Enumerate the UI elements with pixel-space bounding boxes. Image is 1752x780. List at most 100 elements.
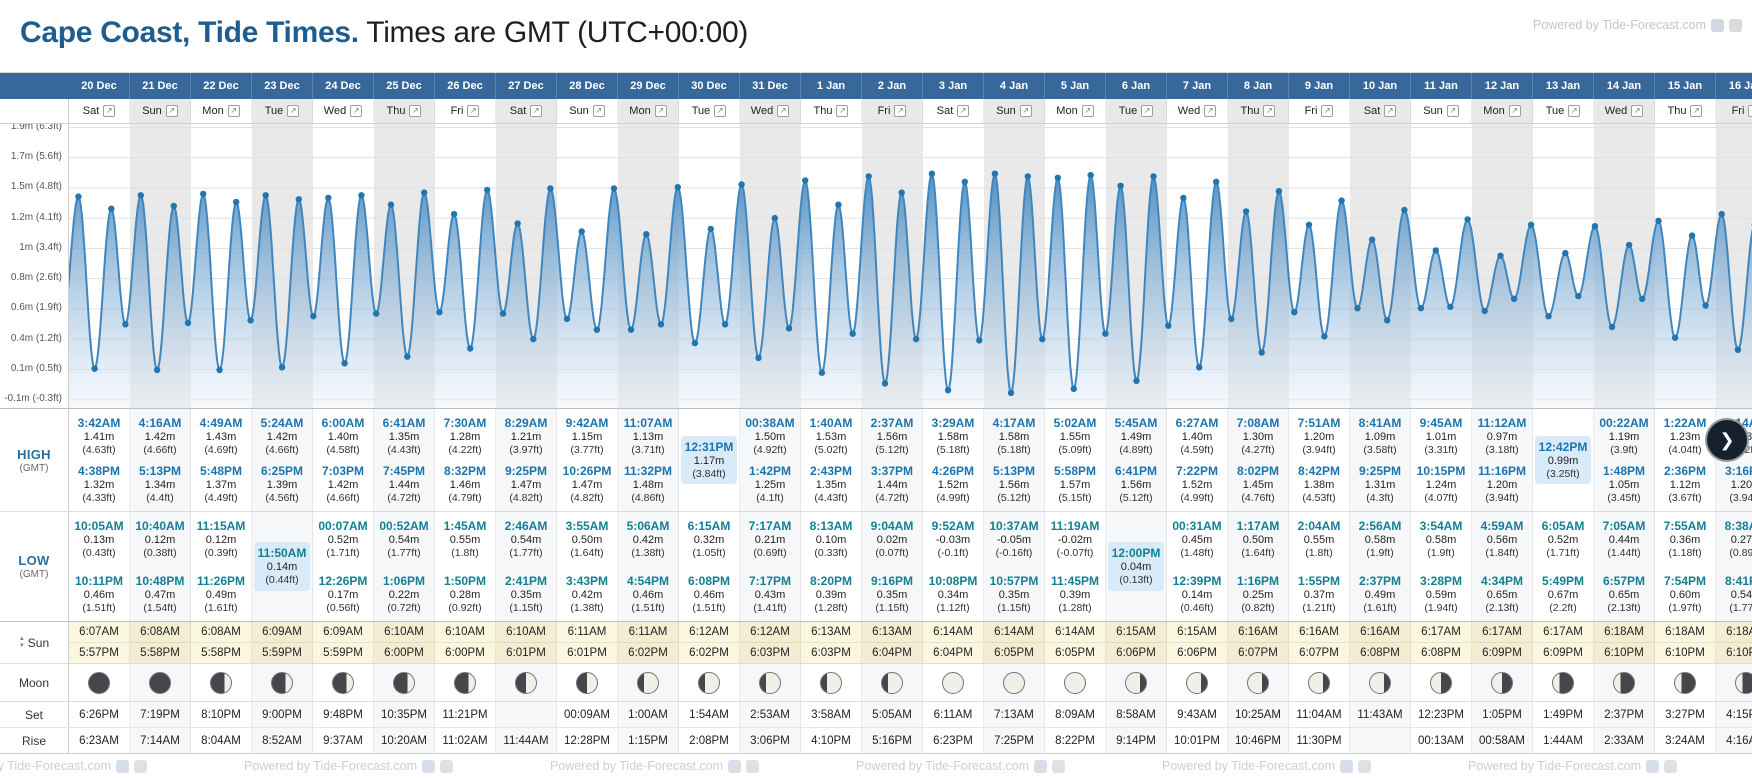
moonset-cell: 6:11AM xyxy=(923,702,984,727)
tide-height-ft: (0.39ft) xyxy=(204,547,238,560)
day-link[interactable]: Mon ↗ xyxy=(191,99,252,123)
high-tide-entry: 4:26PM 1.52m (4.99ft) xyxy=(932,464,974,505)
day-link[interactable]: Fri↗ xyxy=(1289,99,1350,123)
powered-by-footer: Powered by Tide-Forecast.com xyxy=(550,759,759,773)
powered-by-link[interactable]: Powered by Tide-Forecast.com xyxy=(1533,18,1742,32)
tide-height-m: 0.54m xyxy=(388,534,420,547)
moon-phase-icon xyxy=(149,671,171,694)
moon-phase-cell xyxy=(1594,664,1655,701)
day-link[interactable]: Tue ↗ xyxy=(1533,99,1594,123)
low-tide-entry: 5:49PM 0.67m (2.2ft) xyxy=(1542,574,1584,615)
sunset-time: 6:07PM xyxy=(1299,647,1339,659)
day-link[interactable]: Thu ↗ xyxy=(1228,99,1289,123)
chart-y-axis: 1.9m (6.3ft) 1.7m (5.6ft) 1.5m (4.8ft) 1.2m… xyxy=(0,124,69,408)
day-link[interactable]: Wed ↗ xyxy=(313,99,374,123)
sunset-time: 6:07PM xyxy=(1238,647,1278,659)
expand-day-icon: ↗ xyxy=(1748,105,1752,117)
sunrise-time: 6:18AM xyxy=(1655,622,1715,643)
tide-height-ft: (3.25ft) xyxy=(1546,467,1580,480)
day-link[interactable]: Sun ↗ xyxy=(557,99,618,123)
y-axis-label: 0.4m (1.2ft) xyxy=(10,332,62,344)
moonset-cell: 7:13AM xyxy=(984,702,1045,727)
low-tide-time: 2:46AM xyxy=(504,519,548,533)
day-link[interactable]: Thu ↗ xyxy=(801,99,862,123)
day-link[interactable]: Wed ↗ xyxy=(1167,99,1228,123)
day-link[interactable]: Thu ↗ xyxy=(1655,99,1716,123)
moonset-cell: 4:15PM xyxy=(1716,702,1752,727)
tide-height-m: 0.60m xyxy=(1669,588,1701,601)
day-link[interactable]: Tue ↗ xyxy=(679,99,740,123)
day-label: Fri xyxy=(1304,105,1318,117)
day-link[interactable]: Mon ↗ xyxy=(1472,99,1533,123)
tide-height-ft: (0.07ft) xyxy=(875,547,909,560)
sunrise-time: 6:09AM xyxy=(313,622,373,643)
moon-phase-icon xyxy=(515,671,537,694)
low-tide-cell: 2:46AM 0.54m (1.77ft) 2:41PM 0.35m (1.15ft) xyxy=(496,512,557,621)
day-link[interactable]: Fri↗ xyxy=(1716,99,1752,123)
high-tide-cell: 5:24AM 1.42m (4.66ft) 6:25PM 1.39m (4.56ft) xyxy=(252,409,313,511)
tide-height-m: 1.53m xyxy=(815,431,847,444)
high-tide-time: 7:30AM xyxy=(443,416,487,430)
date-header-cell: 26 Dec xyxy=(435,73,496,99)
tide-height-m: 1.01m xyxy=(1425,431,1457,444)
social-icon-blue xyxy=(422,759,435,773)
moonrise-cell: 10:46PM xyxy=(1228,728,1289,753)
sunset-time: 6:03PM xyxy=(811,647,851,659)
high-tide-cell: 12:42PM 0.99m (3.25ft) xyxy=(1533,409,1594,511)
day-link[interactable]: Sun ↗ xyxy=(130,99,191,123)
tide-height-m: 1.52m xyxy=(937,478,969,491)
moon-phase-cell xyxy=(1228,664,1289,701)
day-link[interactable]: Sat ↗ xyxy=(496,99,557,123)
sun-times-cell: 6:12AM 6:03PM xyxy=(740,622,801,663)
high-tide-cell: 2:37AM 1.56m (5.12ft) 3:37PM 1.44m (4.72ft) xyxy=(862,409,923,511)
tide-height-ft: (4.92ft) xyxy=(753,444,787,457)
low-tide-entry: 11:26PM 0.49m (1.61ft) xyxy=(197,574,245,615)
tide-height-ft: (3.71ft) xyxy=(631,444,665,457)
high-tide-entry: 12:31PM 1.17m (3.84ft) xyxy=(680,435,738,485)
high-tide-time: 5:13PM xyxy=(138,463,182,478)
moon-phase-cell xyxy=(618,664,679,701)
high-tide-time: 6:41PM xyxy=(1114,463,1158,478)
day-link[interactable]: Thu ↗ xyxy=(374,99,435,123)
y-axis-label: 0.1m (0.5ft) xyxy=(10,362,62,374)
tide-height-ft: (4.4ft) xyxy=(146,491,174,504)
day-link[interactable]: Sat ↗ xyxy=(69,99,130,123)
expand-day-icon: ↗ xyxy=(1081,105,1094,117)
tide-height-m: 0.35m xyxy=(998,588,1030,601)
high-tide-entry: 8:41AM 1.09m (3.58ft) xyxy=(1359,416,1402,457)
tide-height-m: 1.58m xyxy=(998,431,1030,444)
scroll-next-button[interactable]: ❯ xyxy=(1705,418,1749,462)
sunrise-time: 6:09AM xyxy=(252,622,312,643)
day-link[interactable]: Fri↗ xyxy=(435,99,496,123)
expand-day-icon: ↗ xyxy=(1204,105,1217,117)
day-link[interactable]: Sat ↗ xyxy=(923,99,984,123)
moonset-cell: 1:49PM xyxy=(1533,702,1594,727)
day-link[interactable]: Mon ↗ xyxy=(618,99,679,123)
weekday-gutter xyxy=(0,99,69,123)
sunrise-time: 6:17AM xyxy=(1411,622,1471,643)
high-tide-cell: 3:42AM 1.41m (4.63ft) 4:38PM 1.32m (4.33ft) xyxy=(69,409,130,511)
sun-times-cell: 6:08AM 5:58PM xyxy=(130,622,191,663)
date-header-cell: 29 Dec xyxy=(618,73,679,99)
expand-day-icon: ↗ xyxy=(1019,105,1032,117)
day-link[interactable]: Sun ↗ xyxy=(984,99,1045,123)
sunrise-time: 6:08AM xyxy=(130,622,190,643)
low-tide-entry: 9:16PM 0.35m (1.15ft) xyxy=(871,574,913,615)
day-link[interactable]: Sat ↗ xyxy=(1350,99,1411,123)
day-link[interactable]: Wed ↗ xyxy=(1594,99,1655,123)
day-link[interactable]: Tue ↗ xyxy=(1106,99,1167,123)
tide-height-ft: (1.61ft) xyxy=(204,601,238,614)
day-link[interactable]: Mon ↗ xyxy=(1045,99,1106,123)
tide-height-m: 1.15m xyxy=(571,431,603,444)
expand-day-icon: ↗ xyxy=(227,105,240,117)
day-link[interactable]: Sun ↗ xyxy=(1411,99,1472,123)
moonset-cell: 10:35PM xyxy=(374,702,435,727)
moon-row: Moon xyxy=(0,664,1752,702)
moonset-cell: 1:00AM xyxy=(618,702,679,727)
day-link[interactable]: Wed ↗ xyxy=(740,99,801,123)
day-link[interactable]: Fri↗ xyxy=(862,99,923,123)
low-tide-entry: 00:31AM 0.45m (1.48ft) xyxy=(1172,519,1221,560)
low-tide-entry: 12:39PM 0.14m (0.46ft) xyxy=(1173,574,1222,615)
day-link[interactable]: Tue ↗ xyxy=(252,99,313,123)
date-header-cell: 16 Jan xyxy=(1716,73,1752,99)
